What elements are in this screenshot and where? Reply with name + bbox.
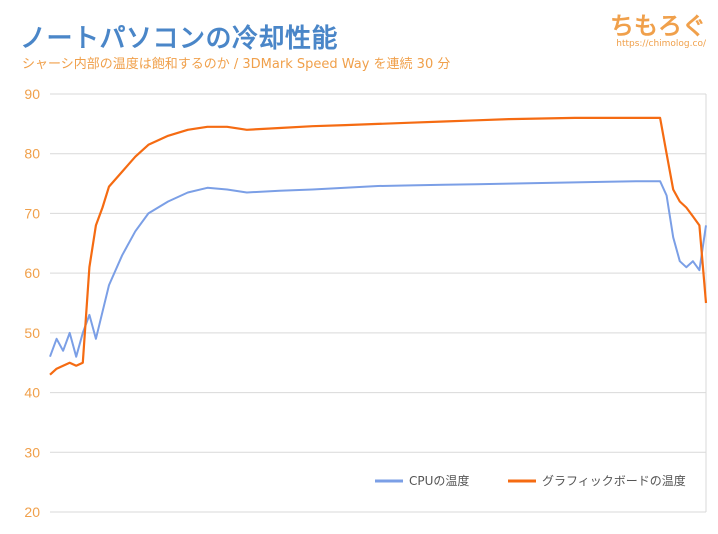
y-tick-label: 20 [24, 504, 40, 520]
series-layer [49, 116, 708, 376]
legend-entry-gpu: グラフィックボードの温度 [508, 473, 686, 488]
y-tick-label: 40 [24, 385, 40, 401]
y-axis-tick-labels: 20 30 40 50 60 70 80 90 [24, 86, 40, 520]
y-tick-label: 80 [24, 146, 40, 162]
chart-subtitle: シャーシ内部の温度は飽和するのか / 3DMark Speed Way を連続 … [22, 57, 451, 72]
brand-url: https://chimolog.co/ [616, 39, 706, 49]
brand: ちもろぐ https://chimolog.co/ [610, 6, 706, 49]
y-tick-label: 90 [24, 86, 40, 102]
y-tick-label: 50 [24, 325, 40, 341]
y-tick-label: 60 [24, 265, 40, 281]
legend: CPUの温度 グラフィックボードの温度 [375, 473, 686, 488]
grid-layer [50, 93, 707, 513]
legend-label: グラフィックボードの温度 [542, 473, 686, 488]
chart-title: ノートパソコンの冷却性能 [20, 24, 339, 54]
legend-label: CPUの温度 [409, 473, 469, 488]
series-line-cpu [49, 180, 707, 358]
y-tick-label: 30 [24, 444, 40, 460]
series-line-gpu [49, 116, 708, 376]
brand-logo: ちもろぐ [610, 12, 706, 40]
legend-entry-cpu: CPUの温度 [375, 473, 469, 488]
y-tick-label: 70 [24, 205, 40, 221]
